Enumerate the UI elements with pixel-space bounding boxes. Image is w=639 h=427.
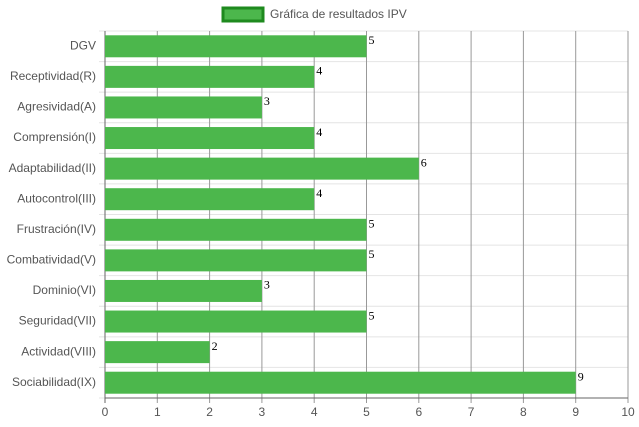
bar [105,35,367,58]
legend-swatch [221,6,265,23]
y-tick-label: Sociabilidad(IX) [12,375,96,389]
value-label: 5 [369,33,375,47]
bar [105,279,262,302]
x-tick-label: 9 [572,405,579,419]
value-label: 4 [316,186,322,200]
value-label: 2 [212,339,218,353]
x-tick-label: 0 [102,405,109,419]
y-tick-label: DGV [70,38,96,52]
legend-label: Gráfica de resultados IPV [270,7,407,21]
y-tick-label: Combatividad(V) [7,253,96,267]
y-tick-label: Receptividad(R) [10,69,96,83]
bar [105,157,419,180]
y-tick-label: Seguridad(VII) [19,314,96,328]
y-tick-label: Adaptabilidad(II) [9,161,96,175]
value-label: 5 [369,217,375,231]
bar [105,96,262,119]
bar [105,188,315,211]
bar [105,249,367,272]
value-label: 4 [316,125,322,139]
bar [105,218,367,241]
x-tick-label: 4 [311,405,318,419]
y-tick-label: Dominio(VI) [33,283,96,297]
y-tick-label: Comprensión(I) [13,130,96,144]
x-tick-label: 7 [468,405,475,419]
value-label: 9 [578,369,584,383]
bar [105,341,210,364]
bar [105,127,315,150]
y-tick-label: Autocontrol(III) [17,191,96,205]
y-tick-label: Agresividad(A) [17,100,96,114]
value-label: 3 [264,94,270,108]
x-tick-label: 5 [363,405,370,419]
bar [105,310,367,333]
x-tick-label: 6 [415,405,422,419]
x-tick-label: 8 [520,405,527,419]
bar [105,65,315,88]
x-tick-label: 10 [621,405,635,419]
bar [105,371,576,394]
value-label: 3 [264,278,270,292]
value-label: 4 [316,64,322,78]
x-tick-label: 1 [154,405,161,419]
value-label: 5 [369,247,375,261]
y-tick-label: Frustración(IV) [17,222,96,236]
value-label: 5 [369,308,375,322]
x-tick-label: 3 [259,405,266,419]
y-tick-label: Actividad(VIII) [21,344,96,358]
x-tick-label: 2 [206,405,213,419]
value-label: 6 [421,155,427,169]
